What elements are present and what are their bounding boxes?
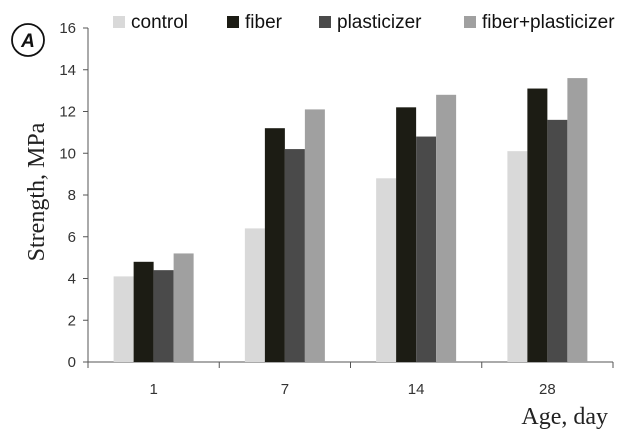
x-axis: 1 7 14 28 [87, 361, 614, 398]
y-axis: 0 2 4 6 8 10 12 14 16 [59, 20, 89, 371]
bar-fiber [264, 128, 285, 362]
x-axis-title: Age, day [521, 404, 608, 430]
legend-label: fiber [245, 12, 283, 33]
legend-swatch [464, 16, 476, 28]
bar-fiber [133, 261, 154, 362]
bar-fiber-plasticizer [304, 109, 325, 362]
legend: control fiber plasticizer fiber+plasticizer [113, 12, 615, 33]
x-tick-label: 1 [149, 381, 157, 398]
y-tick-label: 2 [68, 312, 76, 329]
y-tick-label: 12 [59, 104, 76, 121]
bar-plasticizer [547, 119, 568, 362]
bar-plasticizer [284, 149, 305, 362]
panel-label: A [11, 23, 45, 57]
y-tick-label: 10 [59, 145, 76, 162]
legend-swatch [319, 16, 331, 28]
x-tick-label: 28 [539, 381, 556, 398]
legend-label: control [131, 12, 188, 33]
legend-label: plasticizer [337, 12, 422, 33]
y-axis-title: Strength, MPa [24, 122, 50, 261]
bar-control [507, 151, 528, 362]
bar-control [113, 276, 134, 362]
y-tick-label: 16 [59, 20, 76, 37]
bar-plasticizer [153, 270, 174, 362]
y-tick-label: 0 [68, 354, 76, 371]
x-tick-label: 14 [408, 381, 425, 398]
bar-fiber-plasticizer [567, 78, 588, 362]
bar-plasticizer [416, 136, 437, 362]
y-tick-label: 4 [68, 271, 76, 288]
bar-fiber [527, 88, 548, 362]
bar-fiber [396, 107, 417, 362]
x-tick-label: 7 [281, 381, 289, 398]
panel-label-text: A [20, 31, 35, 52]
bar-control [376, 178, 397, 362]
bars [113, 78, 588, 363]
bar-fiber-plasticizer [173, 253, 194, 362]
legend-swatch [113, 16, 125, 28]
panel-label-circle [11, 23, 45, 57]
bar-fiber-plasticizer [436, 94, 457, 363]
y-tick-label: 6 [68, 229, 76, 246]
legend-swatch [227, 16, 239, 28]
bar-control [244, 228, 265, 362]
y-tick-label: 8 [68, 187, 76, 204]
legend-label: fiber+plasticizer [482, 12, 615, 33]
y-tick-label: 14 [59, 62, 76, 79]
